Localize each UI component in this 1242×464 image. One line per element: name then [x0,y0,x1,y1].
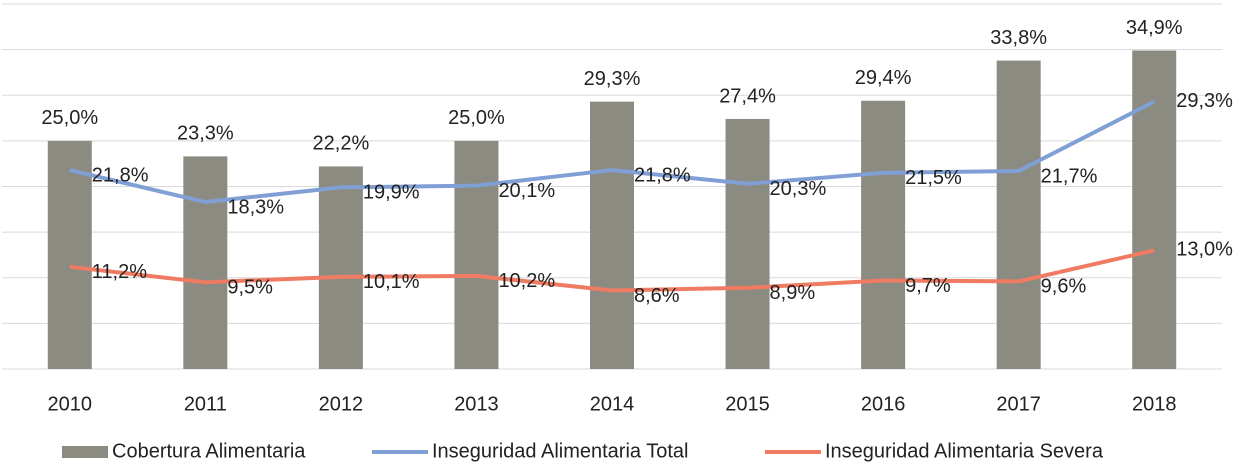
data-label: 9,5% [227,277,273,299]
data-label: 21,7% [1041,165,1098,187]
x-tick-label: 2014 [590,393,635,415]
legend-label: Inseguridad Alimentaria Total [432,440,688,462]
data-label: 22,2% [313,133,370,155]
data-label: 29,4% [855,67,912,89]
data-label: 23,3% [177,123,234,145]
bar [454,140,499,369]
legend-label: Inseguridad Alimentaria Severa [825,440,1104,462]
x-tick-label: 2010 [48,393,93,415]
data-label: 25,0% [448,107,505,129]
x-tick-label: 2012 [319,393,364,415]
data-label: 21,8% [92,164,149,186]
x-tick-label: 2013 [454,393,499,415]
x-tick-label: 2015 [725,393,770,415]
data-label: 20,3% [770,178,827,200]
bar [1132,50,1177,369]
bar [183,156,228,369]
bar [47,140,92,369]
data-label: 11,2% [92,261,147,283]
data-label: 21,5% [905,167,962,189]
bar [318,166,363,369]
data-label: 8,9% [770,282,816,304]
bar [725,118,770,369]
bar [590,101,634,369]
x-tick-label: 2011 [184,393,227,415]
bar [861,100,906,369]
line [69,248,1155,293]
x-tick-label: 2016 [861,393,906,415]
data-label: 9,6% [1041,276,1087,298]
x-tick-label: 2017 [996,393,1041,415]
legend-swatch [62,446,108,458]
data-label: 13,0% [1176,239,1233,261]
data-label: 29,3% [1176,90,1233,112]
data-label: 29,3% [584,68,641,90]
legend-label: Cobertura Alimentaria [112,440,306,462]
data-label: 34,9% [1126,17,1183,39]
x-tick-label: 2018 [1132,393,1177,415]
data-label: 33,8% [990,27,1047,49]
data-label: 20,1% [498,180,555,202]
data-label: 19,9% [363,182,420,204]
data-label: 8,6% [634,285,680,307]
line [69,99,1156,205]
data-label: 21,8% [634,164,691,186]
data-label: 18,3% [227,196,284,218]
data-label: 25,0% [41,107,98,129]
bar [996,60,1041,369]
data-label: 9,7% [905,275,951,297]
data-label: 10,2% [498,270,555,292]
data-label: 10,1% [363,271,420,293]
data-label: 27,4% [719,85,776,107]
